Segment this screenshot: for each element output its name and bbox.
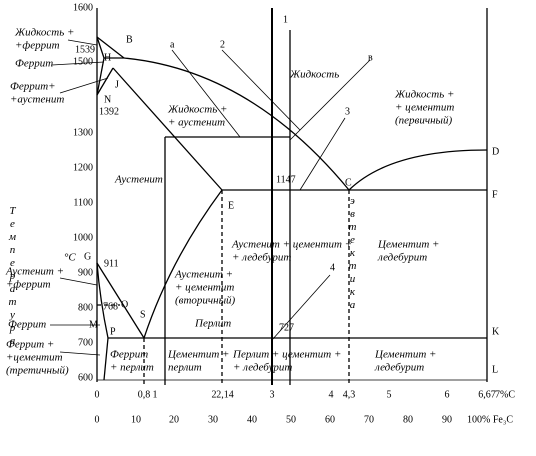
y-tick-label: 1500 [73,56,93,67]
point-label: L [492,364,498,375]
y-tick-label: 1200 [73,162,93,173]
eutectic-label: эвтектика [346,195,358,312]
point-label: O [121,299,128,310]
y-tick-label: 900 [78,267,93,278]
point-label: B [126,34,133,45]
x-tick-label: 5 [387,389,392,400]
x-tick-label: 6,67 [478,389,496,400]
region-label: Аустенит + цементит + [231,239,352,251]
x-tick-label: 50 [286,414,296,425]
point-label: 768 [103,301,118,312]
point-label: P [110,326,116,337]
line-number: 4 [330,262,335,273]
x-tick-label: 4 [329,389,334,400]
side-label: +феррит [6,279,51,291]
x-tick-label: 20 [169,414,179,425]
region-label: + цементит [175,282,234,294]
region-label: ледебурит [377,252,427,264]
x-tick-label: 7%С [495,389,515,400]
side-label: (третичный) [6,365,69,377]
region-label: Жидкость + [167,104,227,116]
side-label: Феррит + [6,339,54,351]
y-axis-unit: °С [64,252,76,264]
point-label: N [104,94,111,105]
diagram-lines [50,8,488,385]
region-label: + ледебурит [232,252,291,264]
line-number: 2 [220,39,225,50]
point-label: 1392 [99,106,119,117]
region-label: Цементит + [167,349,229,361]
side-label: Феррит+ [10,81,56,93]
region-label: Перлит + цементит + [232,349,341,361]
region-label: перлит [168,362,202,374]
region-label: Перлит [194,318,231,330]
y-tick-label: 1600 [73,2,93,13]
region-label: (вторичный) [175,295,236,307]
side-label: Жидкость + [14,27,74,39]
x-tick-label: 30 [208,414,218,425]
x-tick-label: 10 [131,414,141,425]
x-tick-label: 2 [212,389,217,400]
point-label: D [492,146,499,157]
x-tick-label: 3 [270,389,275,400]
line-number: а [170,39,175,50]
x-tick-label: 80 [403,414,413,425]
region-label: + перлит [110,362,154,374]
region-label: + аустенит [168,117,225,129]
y-tick-label: 1300 [73,127,93,138]
point-label: 1147 [276,174,296,185]
y-tick-label: 1000 [73,232,93,243]
x-tick-label: 4,3 [343,389,356,400]
point-label: G [84,251,91,262]
side-label: Феррит [8,319,46,331]
point-label: F [492,189,498,200]
x-tick-label: 40 [247,414,257,425]
y-axis-title: Температура [6,205,18,348]
point-label: 1539 [75,44,95,55]
x-tick-label: 0 [95,414,100,425]
x-tick-label: 100% Fe₃C [467,414,513,425]
y-tick-label: 700 [78,337,93,348]
x-tick-label: 0 [95,389,100,400]
line-number: в [368,52,373,63]
x-tick-label: 60 [325,414,335,425]
region-label: Цементит + [377,239,439,251]
region-label: + ледебурит [233,362,292,374]
line-number: 1 [283,14,288,25]
region-label: Аустенит [114,174,163,186]
point-label: S [140,309,146,320]
region-label: ледебурит [374,362,424,374]
point-label: H [104,52,111,63]
point-label: 727 [279,322,294,333]
point-label: K [492,326,500,337]
region-label: Жидкость + [394,89,454,101]
x-tick-label: 1 [153,389,158,400]
x-tick-label: 90 [442,414,452,425]
side-label: Аустенит + [5,266,64,278]
x-tick-label: 2,14 [216,389,234,400]
region-label: + цементит [395,102,454,114]
region-label: Аустенит + [174,269,233,281]
point-label: M [89,319,98,330]
x-tick-label: 6 [445,389,450,400]
point-label: 911 [104,258,119,269]
side-label: +феррит [15,40,60,52]
region-label: Цементит + [374,349,436,361]
side-label: +аустенит [10,94,64,106]
region-label: (первичный) [395,115,452,127]
region-label: Феррит [110,349,148,361]
region-label: Жидкость [289,69,339,81]
y-tick-label: 800 [78,302,93,313]
x-tick-label: 70 [364,414,374,425]
y-tick-label: 1100 [73,197,93,208]
y-tick-label: 600 [78,372,93,383]
point-label: J [115,79,119,90]
side-label: +цементит [6,352,63,364]
line-number: 3 [345,106,350,117]
point-label: E [228,200,234,211]
point-label: C [345,177,352,188]
x-tick-label: 0,8 [138,389,151,400]
side-label: Феррит [15,58,53,70]
